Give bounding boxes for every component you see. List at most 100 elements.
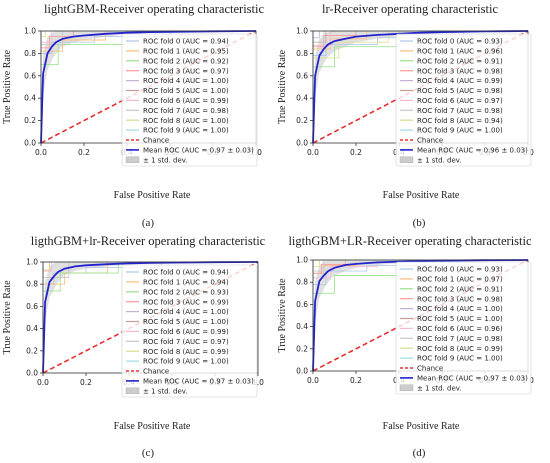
x-tick-label: 0.0 <box>35 148 47 157</box>
legend-entry: ROC fold 7 (AUC = 0.97) <box>143 338 229 346</box>
legend-entry: ROC fold 4 (AUC = 1.00) <box>143 308 229 316</box>
legend-entry: ± 1 std. dev. <box>143 387 188 395</box>
legend-entry: ROC fold 2 (AUC = 0.91) <box>417 285 503 293</box>
panel-label: (c) <box>142 447 155 459</box>
y-tick-label: 0.0 <box>296 139 308 148</box>
x-tick-label: 0.2 <box>350 376 362 385</box>
roc-fold-0-line <box>312 30 528 143</box>
panel-label: (a) <box>142 217 155 229</box>
roc-fold-0-line <box>40 30 256 143</box>
legend-entry: ROC fold 2 (AUC = 0.91) <box>417 57 503 65</box>
legend-box <box>121 264 258 398</box>
legend-entry: Chance <box>417 365 443 373</box>
legend-box <box>395 33 532 167</box>
mean-roc-line <box>312 259 529 372</box>
legend-entry: ROC fold 0 (AUC = 0.93) <box>417 38 503 46</box>
legend-entry: ROC fold 0 (AUC = 0.94) <box>143 38 229 46</box>
legend-entry: ROC fold 5 (AUC = 0.98) <box>417 87 503 95</box>
legend-entry: ROC fold 5 (AUC = 1.00) <box>143 318 229 326</box>
x-axis-label: False Positive Rate <box>383 421 460 432</box>
legend-swatch-band <box>399 384 414 391</box>
legend-entry: ROC fold 8 (AUC = 0.99) <box>143 348 229 356</box>
y-tick-label: 0.8 <box>24 49 36 58</box>
x-axis-label: False Positive Rate <box>114 190 191 201</box>
x-tick-label: 0.0 <box>307 148 319 157</box>
legend-entry: ROC fold 3 (AUC = 0.98) <box>417 67 503 75</box>
legend: ROC fold 0 (AUC = 0.93) ROC fold 1 (AUC =… <box>395 33 532 167</box>
y-axis-label: True Positive Rate <box>277 278 288 353</box>
legend-box <box>121 33 258 167</box>
legend-entry: ROC fold 2 (AUC = 0.92) <box>143 57 229 65</box>
chart-title: ligthGBM+LR-Receiver operating character… <box>288 234 532 248</box>
legend-entry: ROC fold 8 (AUC = 0.99) <box>417 345 503 353</box>
y-axis-label: True Positive Rate <box>2 280 13 355</box>
y-tick-label: 0.2 <box>296 116 308 125</box>
x-tick-label: 0.2 <box>80 378 92 387</box>
legend-entry: ROC fold 9 (AUC = 1.00) <box>143 358 229 366</box>
legend-entry: Mean ROC (AUC = 0.97 ± 0.03) <box>417 375 528 383</box>
legend-entry: ROC fold 1 (AUC = 0.97) <box>417 276 503 284</box>
x-axis-label: False Positive Rate <box>383 190 460 201</box>
legend-entry: ROC fold 7 (AUC = 0.98) <box>417 335 503 343</box>
legend-swatch-band <box>399 156 414 164</box>
chart-title: lr-Receiver operating characteristic <box>322 2 498 16</box>
x-tick-label: 1.0 <box>252 378 264 387</box>
legend-entry: ROC fold 1 (AUC = 0.96) <box>417 48 503 56</box>
mean-roc-line <box>312 30 529 144</box>
y-tick-label: 0.8 <box>296 49 308 58</box>
y-tick-label: 0.0 <box>26 369 38 378</box>
y-tick-label: 1.0 <box>26 258 38 267</box>
legend-entry: ROC fold 9 (AUC = 1.00) <box>417 127 503 135</box>
chart-title: lightGBM-Receiver operating characterist… <box>44 2 265 16</box>
legend-entry: ROC fold 1 (AUC = 0.94) <box>143 279 229 287</box>
legend-entry: ROC fold 9 (AUC = 1.00) <box>143 127 229 135</box>
legend-entry: Chance <box>143 368 169 376</box>
roc-panel-a: lightGBM-Receiver operating characterist… <box>2 2 264 229</box>
legend-entry: ± 1 std. dev. <box>417 384 462 392</box>
y-tick-label: 1.0 <box>24 27 36 36</box>
chart-title: ligthGBM+lr-Receiver operating character… <box>31 234 266 248</box>
panel-label: (d) <box>413 447 426 459</box>
y-tick-label: 0.4 <box>26 324 38 333</box>
y-axis-label: True Positive Rate <box>2 49 13 124</box>
y-tick-label: 0.0 <box>24 139 36 148</box>
legend-entry: Mean ROC (AUC = 0.97 ± 0.03) <box>143 378 254 386</box>
legend-entry: ROC fold 0 (AUC = 0.93) <box>417 266 503 274</box>
x-tick-label: 0.2 <box>78 148 90 157</box>
legend-entry: ROC fold 8 (AUC = 0.94) <box>417 117 503 125</box>
legend-entry: ROC fold 5 (AUC = 1.00) <box>143 87 229 95</box>
legend-entry: ROC fold 3 (AUC = 0.99) <box>143 298 229 306</box>
legend-swatch-band <box>125 387 140 394</box>
y-tick-label: 1.0 <box>296 27 308 36</box>
legend-entry: ROC fold 9 (AUC = 1.00) <box>417 355 503 363</box>
legend-swatch-band <box>125 156 140 164</box>
legend-entry: Chance <box>143 137 169 145</box>
legend-entry: ROC fold 4 (AUC = 1.00) <box>417 305 503 313</box>
y-axis-label: True Positive Rate <box>277 49 288 124</box>
legend-entry: ± 1 std. dev. <box>143 156 188 164</box>
y-tick-label: 1.0 <box>296 256 308 265</box>
legend-entry: ROC fold 5 (AUC = 1.00) <box>417 315 503 323</box>
panel-label: (b) <box>413 217 426 229</box>
y-tick-label: 0.6 <box>296 71 308 80</box>
legend-entry: ROC fold 2 (AUC = 0.93) <box>143 288 229 296</box>
y-tick-label: 0.4 <box>24 94 36 103</box>
legend: ROC fold 0 (AUC = 0.93) ROC fold 1 (AUC =… <box>395 261 532 395</box>
legend-entry: ROC fold 3 (AUC = 0.98) <box>417 295 503 303</box>
legend-entry: ROC fold 8 (AUC = 1.00) <box>143 117 229 125</box>
y-tick-label: 0.8 <box>296 278 308 287</box>
legend-entry: ROC fold 6 (AUC = 0.96) <box>417 325 503 333</box>
legend-entry: ± 1 std. dev. <box>417 156 462 164</box>
y-tick-label: 0.2 <box>26 346 38 355</box>
legend: ROC fold 0 (AUC = 0.94) ROC fold 1 (AUC =… <box>121 264 258 398</box>
legend-entry: Mean ROC (AUC = 0.97 ± 0.03) <box>143 147 254 155</box>
y-tick-label: 0.6 <box>296 300 308 309</box>
mean-roc-line <box>42 261 259 374</box>
legend-entry: Mean ROC (AUC = 0.96 ± 0.03) <box>417 147 528 155</box>
mean-roc-line <box>40 30 257 144</box>
std-band <box>313 31 528 143</box>
y-tick-label: 0.2 <box>296 344 308 353</box>
y-tick-label: 0.8 <box>26 280 38 289</box>
legend-entry: ROC fold 6 (AUC = 0.99) <box>143 97 229 105</box>
